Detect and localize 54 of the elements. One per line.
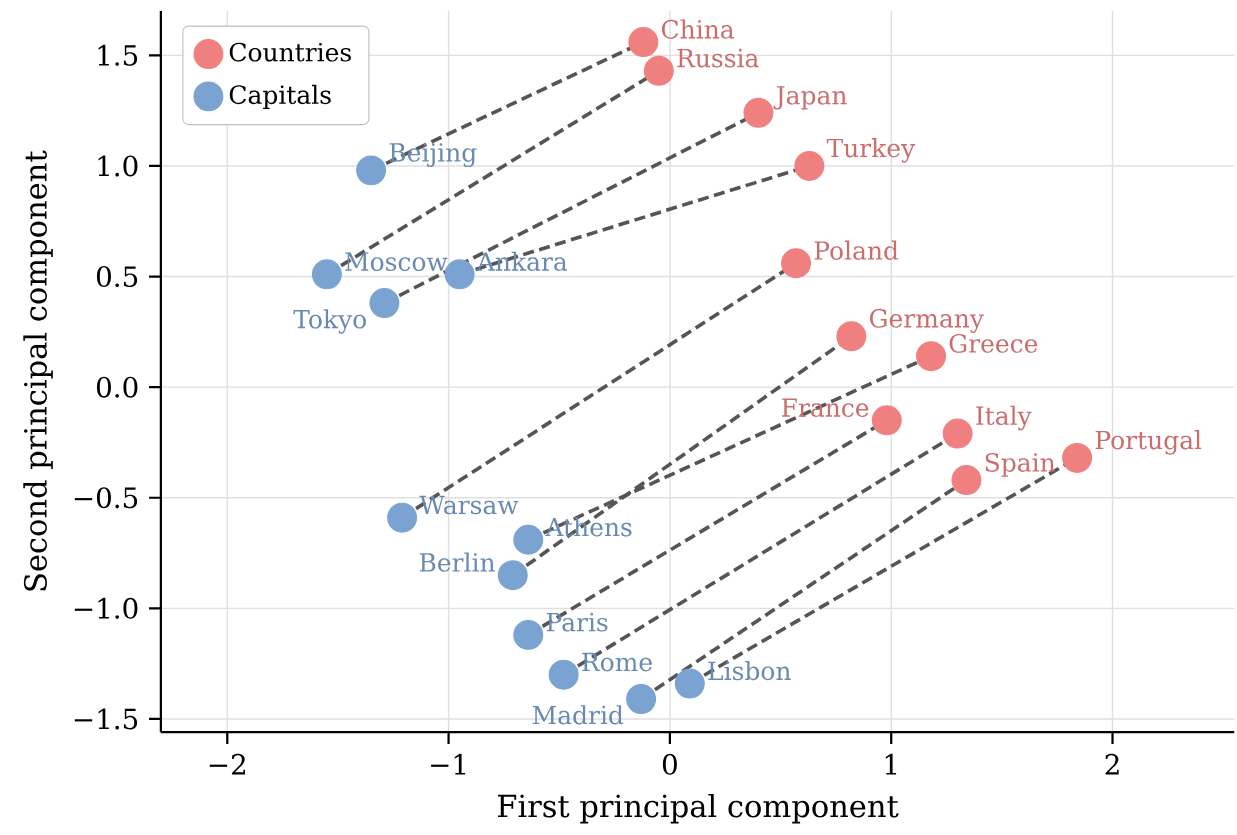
legend-label: Countries [229,42,351,62]
data-label: Italy [976,405,1032,431]
point [643,55,674,86]
x-tick-label: 1 [885,753,897,775]
data-label: Portugal [1095,430,1202,455]
data-label: Berlin [419,552,495,572]
x-tick-label: 2 [1105,753,1119,775]
data-label: Tokyo [293,309,366,334]
data-label: Greece [949,334,1038,353]
y-tick-label: 1.5 [98,44,138,66]
data-label: Japan [773,86,847,110]
data-label: Spain [985,453,1055,477]
point [916,341,947,372]
x-tick-label: 0 [662,753,677,775]
point [871,405,902,436]
point [548,659,579,690]
y-tick-label: −0.5 [74,487,138,509]
data-label: Madrid [532,705,624,725]
point [369,288,400,319]
x-tick-label: −1 [431,753,466,775]
y-tick-label: −1.0 [74,597,138,619]
point [743,97,774,128]
y-tick-label: 1.0 [98,155,138,177]
legend-label: Capitals [229,84,331,110]
point [781,248,812,279]
y-tick-label: 0.0 [96,376,138,398]
data-label: Germany [869,308,984,334]
y-tick-label: 0.5 [96,266,138,288]
point [794,151,825,182]
x-tick-label: −2 [209,753,245,775]
point [674,668,705,699]
point [513,620,544,650]
point [356,155,387,186]
point [628,27,659,58]
point [311,259,342,290]
data-label: Russia [677,48,759,68]
data-label: Turkey [826,138,916,163]
data-label: China [661,19,734,39]
y-tick-label: −1.5 [74,708,138,730]
x-axis-title: First principal component [497,793,899,824]
point [942,418,973,449]
point [513,524,544,555]
point [1062,443,1093,473]
point [836,321,867,352]
point [497,560,528,591]
point [387,502,418,533]
y-axis-title: Second principal component [23,150,53,591]
point [626,684,657,715]
data-label: Warsaw [419,495,519,515]
data-label: Moscow [345,252,448,272]
data-label: Paris [546,612,608,632]
data-label: Rome [582,652,652,672]
data-label: Poland [814,240,899,261]
point [951,465,982,496]
